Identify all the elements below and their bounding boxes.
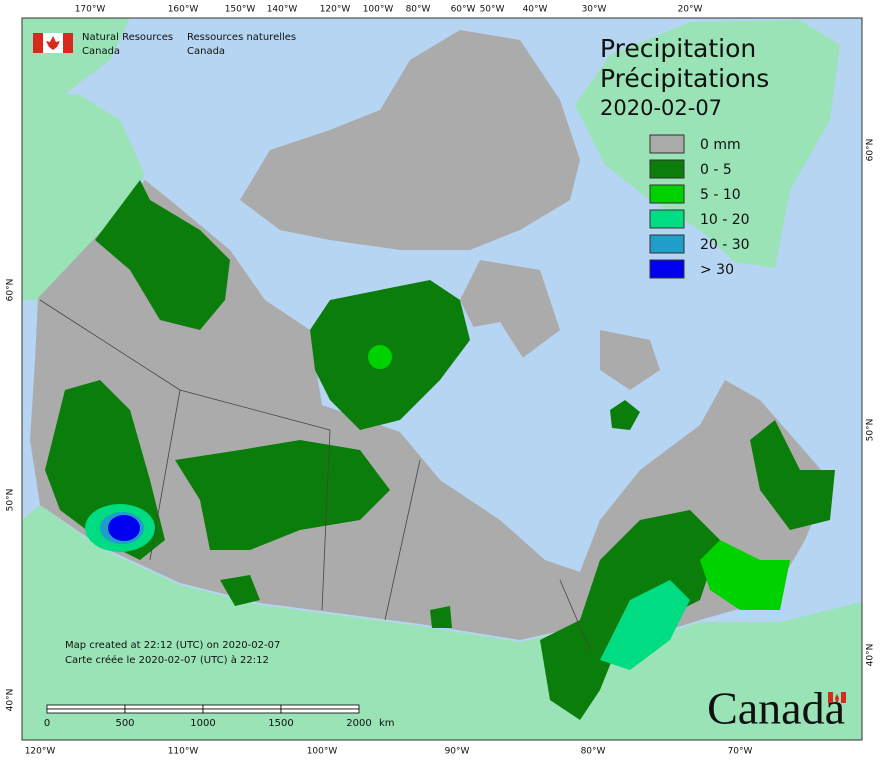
graticule-label: 40°N [6,689,16,712]
foreign-land [22,18,862,740]
scale-segment [124,704,204,710]
scale-segment [280,708,360,714]
legend-label: 10 - 20 [700,212,750,228]
title: Précipitations [600,64,769,93]
graticule-label: 80°W [406,5,431,15]
graticule-label: 40°W [523,5,548,15]
scale-segment [46,708,126,714]
graticule-label: 100°W [307,747,338,757]
legend-label: 5 - 10 [700,187,741,203]
precip-high [85,345,790,670]
scale-segment [202,704,282,710]
scale-label: 500 [115,718,134,729]
graticule-label: 60°W [451,5,476,15]
graticule-label: 100°W [363,5,394,15]
created: Map created at 22:12 (UTC) on 2020-02-07 [65,640,280,651]
graticule-label: 50°W [480,5,505,15]
legend-swatch [649,209,685,229]
scale-label: 0 [44,718,50,729]
legend-swatch [649,234,685,254]
frame [21,17,863,741]
legend-swatch [649,134,685,154]
scale-label: 2000 [346,718,371,729]
graticule-label: 140°W [267,5,298,15]
agency-en: Natural Resources [82,32,173,43]
graticule-label: 60°N [866,139,876,162]
graticule-label: 40°N [866,644,876,667]
date: 2020-02-07 [600,96,722,120]
legend-swatch [649,184,685,204]
scale-segment [280,704,360,710]
flag [33,33,73,53]
graticule-label: 20°W [678,5,703,15]
borders [39,299,591,651]
scale-segment [202,708,282,714]
graticule-label: 110°W [168,747,199,757]
scale-unit: km [379,718,395,729]
scale-segment [124,708,204,714]
legend-label: 0 - 5 [700,162,732,178]
scale-segment [46,704,126,710]
graticule-label: 30°W [582,5,607,15]
graticule-label: 80°W [581,747,606,757]
scale-label: 1500 [268,718,293,729]
agency-en: Canada [82,46,120,57]
wordmark-flag [828,692,846,703]
legend-swatch [649,259,685,279]
graticule-label: 170°W [75,5,106,15]
graticule-label: 60°N [6,279,16,302]
agency-fr: Ressources naturelles [187,32,296,43]
agency-fr: Canada [187,46,225,57]
scale-label: 1000 [190,718,215,729]
graticule-label: 90°W [445,747,470,757]
graticule-label: 120°W [25,747,56,757]
graticule-label: 50°N [866,419,876,442]
legend-label: 20 - 30 [700,237,750,253]
legend-label: 0 mm [700,137,741,153]
wordmark: Canada [707,683,845,734]
graticule-label: 160°W [168,5,199,15]
legend-label: > 30 [700,262,734,278]
graticule-label: 50°N [6,489,16,512]
created: Carte créée le 2020-02-07 (UTC) à 22:12 [65,654,269,666]
graticule-label: 120°W [320,5,351,15]
graticule-label: 150°W [225,5,256,15]
graticule-label: 70°W [728,747,753,757]
title: Precipitation [600,34,756,63]
legend-swatch [649,159,685,179]
